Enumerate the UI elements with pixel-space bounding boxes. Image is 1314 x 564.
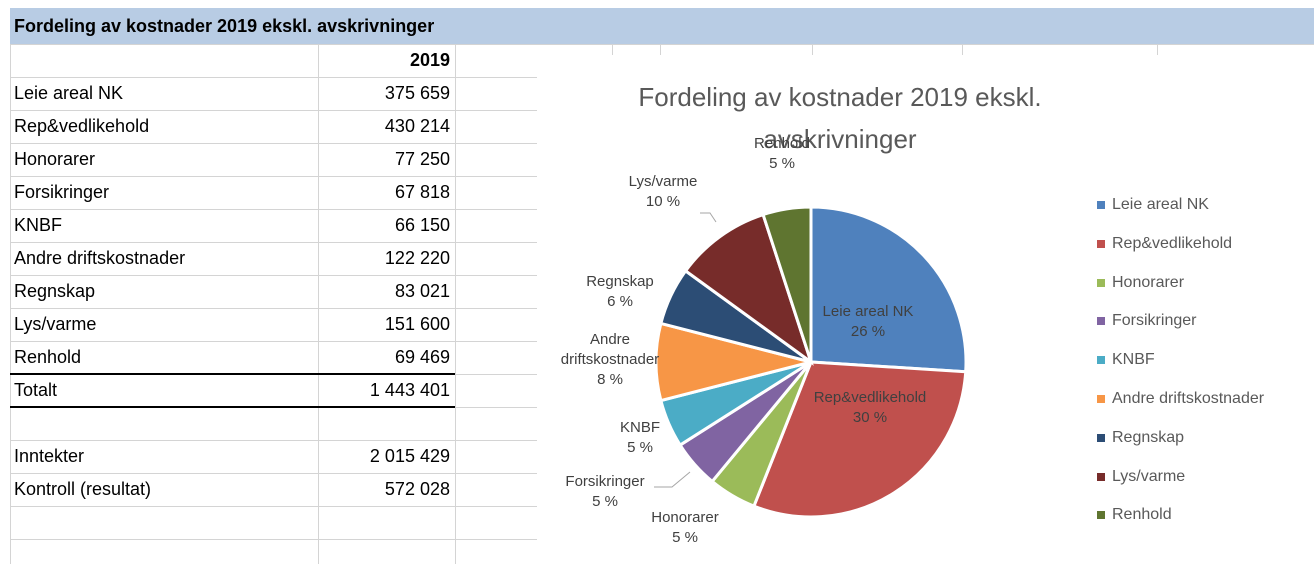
legend-swatch <box>1097 356 1105 365</box>
pie-slice <box>751 360 968 519</box>
row-value: 66 150 <box>394 215 450 235</box>
data-label-value: 10 % <box>645 193 681 210</box>
chart-title: Fordeling av kostnader 2019 ekskl. avskr… <box>638 82 1042 154</box>
legend-swatch <box>1097 472 1105 481</box>
col-line <box>455 44 456 564</box>
legend-swatch <box>1097 511 1105 520</box>
legend-label: Andre driftskostnader <box>1112 390 1265 407</box>
legend-label: Forsikringer <box>1112 312 1197 330</box>
data-label: Andre driftskostnader 8 % <box>540 330 680 390</box>
legend-label: Regnskap <box>1112 428 1185 446</box>
row-value: 67 818 <box>394 182 450 202</box>
data-label-category: KNBF <box>619 419 660 436</box>
row-label: Regnskap <box>14 281 96 301</box>
col-line <box>612 44 613 56</box>
data-label-value: 5 % <box>592 493 618 510</box>
data-label-value: 5 % <box>672 529 698 546</box>
row-label: Kontroll (resultat) <box>14 479 152 499</box>
row-value: 2 015 429 <box>369 446 450 466</box>
data-label: Leie areal NK 26 % <box>803 302 933 342</box>
header-bar <box>10 8 1314 44</box>
data-label: Lys/varme 10 % <box>613 172 713 212</box>
row-label: Andre driftskostnader <box>14 248 186 268</box>
row-label: Totalt <box>14 380 58 400</box>
total-border <box>10 373 455 375</box>
pie-slice <box>761 205 813 363</box>
data-label-category: Regnskap <box>586 273 654 290</box>
row-label: Inntekter <box>14 446 85 466</box>
row-value: 122 220 <box>384 248 450 268</box>
legend-label: Honorarer <box>1112 273 1185 291</box>
data-label-category: Rep&vedlikehold <box>813 389 927 406</box>
legend-label: Renhold <box>1112 506 1172 524</box>
col-line <box>10 44 11 564</box>
data-label-value: 30 % <box>852 409 888 426</box>
header-title: Fordeling av kostnader 2019 ekskl. avskr… <box>14 16 435 36</box>
data-label-value: 26 % <box>850 323 886 340</box>
data-label-category: Lys/varme <box>628 173 698 190</box>
data-label: Regnskap 6 % <box>570 272 670 312</box>
col-line <box>1157 44 1158 56</box>
row-label: Leie areal NK <box>14 83 124 103</box>
row-value: 77 250 <box>394 149 450 169</box>
row-label: Renhold <box>14 347 82 367</box>
data-label: Renhold 5 % <box>732 134 832 174</box>
pie-slice <box>809 205 968 374</box>
data-label: KNBF 5 % <box>600 418 680 458</box>
row-label: Forsikringer <box>14 182 110 202</box>
legend-label: Leie areal NK <box>1112 196 1209 213</box>
legend-label: Rep&vedlikehold <box>1112 234 1233 252</box>
row-value: 69 469 <box>394 347 450 367</box>
data-label-category: Renhold <box>754 135 810 152</box>
row-value: 430 214 <box>384 116 450 136</box>
row-line <box>10 44 1314 45</box>
data-label-value: 5 % <box>769 155 795 172</box>
data-label-value: 8 % <box>597 371 623 388</box>
leader-line <box>700 212 717 223</box>
row-label: Rep&vedlikehold <box>14 116 150 136</box>
row-value: 83 021 <box>394 281 450 301</box>
leader-line <box>654 471 691 488</box>
data-label: Rep&vedlikehold 30 % <box>795 388 945 428</box>
row-value: 1 443 401 <box>369 380 450 400</box>
pie-slice <box>683 212 814 366</box>
column-header: 2019 <box>409 50 450 70</box>
data-label-category: Honorarer <box>651 509 719 526</box>
data-label: Forsikringer 5 % <box>545 472 665 512</box>
legend-swatch <box>1097 317 1105 326</box>
legend-swatch <box>1097 201 1105 209</box>
col-line <box>660 44 661 56</box>
data-label-category: Andre driftskostnader <box>560 331 660 368</box>
total-border <box>10 406 455 408</box>
legend-swatch <box>1097 395 1105 403</box>
row-label: KNBF <box>14 215 63 235</box>
data-label-value: 5 % <box>627 439 653 456</box>
data-label-category: Leie areal NK <box>822 303 914 320</box>
row-value: 572 028 <box>384 479 450 499</box>
col-line <box>318 44 319 564</box>
legend-label: Lys/varme <box>1112 467 1186 485</box>
row-value: 151 600 <box>384 314 450 334</box>
data-label-category: Forsikringer <box>565 473 645 490</box>
row-label: Honorarer <box>14 149 96 169</box>
col-line <box>812 44 813 56</box>
legend-swatch <box>1097 278 1105 287</box>
data-label: Honorarer 5 % <box>625 508 745 548</box>
row-label: Lys/varme <box>14 314 97 334</box>
legend-swatch <box>1097 239 1105 248</box>
legend-label: KNBF <box>1112 351 1155 369</box>
legend-swatch <box>1097 433 1105 442</box>
data-label-value: 6 % <box>607 293 633 310</box>
row-value: 375 659 <box>384 83 450 103</box>
col-line <box>962 44 963 56</box>
